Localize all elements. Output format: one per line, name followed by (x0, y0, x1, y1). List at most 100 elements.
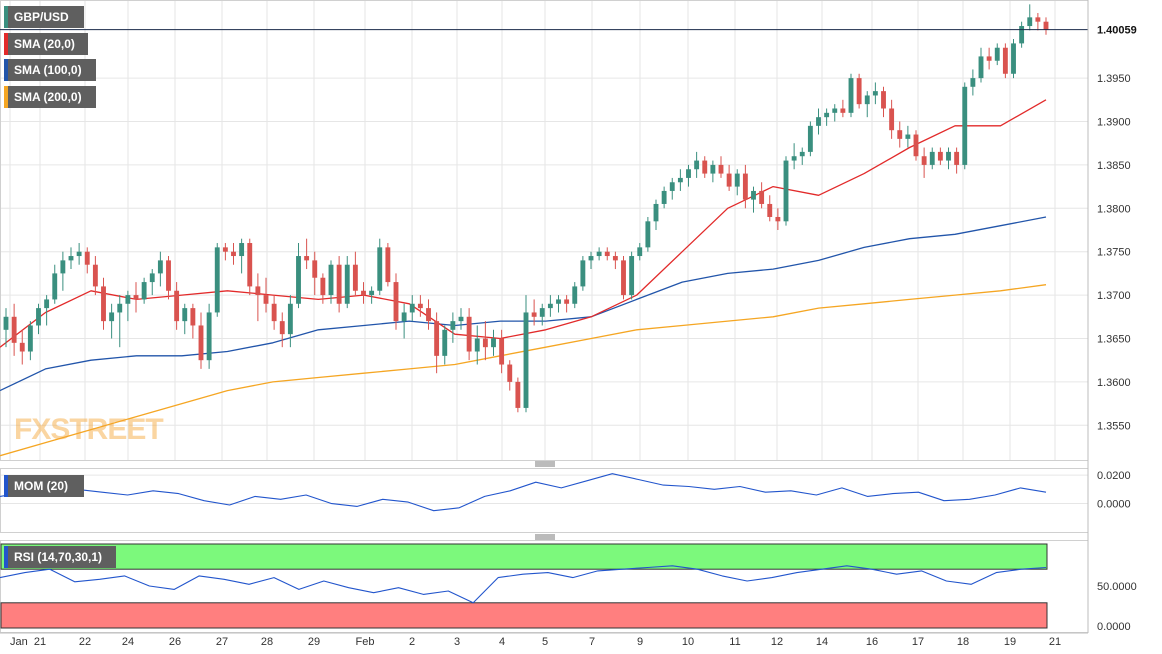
candle-down (840, 108, 846, 113)
candle-up (450, 321, 456, 330)
date-tick-label: 12 (771, 636, 783, 648)
candle-up (296, 256, 301, 304)
candle-up (580, 260, 586, 287)
date-tick-label: 7 (589, 636, 595, 648)
date-tick-label: 28 (261, 636, 273, 648)
candle-up (344, 264, 350, 304)
candle-down (621, 260, 626, 296)
candle-down (466, 316, 472, 352)
mom-label[interactable]: MOM (20) (4, 475, 84, 497)
candle-up (68, 256, 74, 261)
candle-down (507, 364, 513, 382)
candle-up (1027, 17, 1033, 27)
candle-down (1043, 21, 1049, 30)
panel-resize-handle[interactable] (535, 461, 555, 467)
candle-up (848, 78, 854, 113)
candle-up (36, 308, 41, 326)
candle-down (856, 78, 862, 105)
candle-down (986, 56, 992, 61)
candle-down (247, 243, 253, 287)
candle-up (677, 177, 683, 183)
candle-up (60, 260, 66, 274)
candle-up (872, 91, 878, 96)
mom-label-text: MOM (20) (14, 479, 68, 493)
date-tick-label: 9 (637, 636, 643, 648)
candle-up (182, 308, 188, 322)
date-tick-label: 21 (1049, 636, 1061, 648)
candle-up (328, 264, 334, 296)
candle-down (320, 277, 326, 296)
candle-up (832, 108, 838, 113)
date-tick-label: 29 (308, 636, 320, 648)
price-tick-label: 1.3900 (1097, 117, 1131, 129)
candle-down (166, 260, 171, 291)
symbol-label[interactable]: GBP/USD (4, 6, 84, 28)
candle-down (921, 156, 927, 165)
candle-up (661, 190, 667, 204)
candle-down (759, 190, 765, 204)
candle-up (929, 151, 935, 165)
rsi-line (0, 565, 1047, 604)
candle-up (157, 260, 163, 274)
candle-up (807, 125, 813, 152)
candle-up (442, 329, 448, 356)
candle-down (231, 251, 236, 257)
rsi-label[interactable]: RSI (14,70,30,1) (4, 546, 116, 568)
rsi-oversold-zone (0, 602, 1048, 629)
candle-up (864, 95, 870, 105)
date-tick-label: 18 (957, 636, 969, 648)
candle-down (1035, 17, 1041, 22)
candle-up (1011, 43, 1016, 74)
candle-down (133, 295, 139, 300)
rsi-swatch (4, 546, 8, 568)
candle-down (726, 173, 732, 187)
candle-up (214, 247, 220, 313)
mom-swatch (4, 475, 8, 497)
candle-up (27, 325, 33, 352)
candle-up (645, 221, 651, 248)
candle-up (401, 312, 407, 322)
sma200-label[interactable]: SMA (200,0) (4, 86, 96, 108)
date-tick-label: 27 (216, 636, 228, 648)
candle-up (539, 308, 545, 317)
date-tick-label: 5 (542, 636, 548, 648)
candle-down (222, 247, 228, 252)
candle-up (669, 182, 675, 191)
candle-down (881, 91, 886, 109)
date-tick-label: 17 (912, 636, 924, 648)
candle-up (686, 169, 691, 178)
rsi-tick-label: 0.0000 (1097, 621, 1131, 633)
candle-down (564, 299, 570, 304)
candle-down (198, 325, 204, 361)
candle-down (84, 251, 90, 265)
candle-down (767, 203, 773, 217)
candle-up (109, 312, 115, 322)
candle-down (531, 312, 537, 317)
candle-down (304, 256, 310, 261)
candle-up (3, 316, 9, 330)
date-tick-label: Jan (10, 636, 28, 648)
sma100-swatch (4, 59, 8, 81)
candle-up (547, 303, 553, 309)
sma20-label[interactable]: SMA (20,0) (4, 33, 88, 55)
date-tick-label: 22 (79, 636, 91, 648)
candle-up (637, 247, 643, 257)
date-tick-label: 11 (729, 636, 740, 648)
candles[interactable] (3, 4, 1049, 413)
candle-down (385, 247, 391, 283)
candle-up (458, 316, 464, 322)
date-tick-label: 16 (866, 636, 878, 648)
sma20-label-text: SMA (20,0) (14, 37, 75, 51)
sma200-label-text: SMA (200,0) (14, 90, 82, 104)
candle-down (174, 290, 180, 322)
candle-down (190, 308, 196, 326)
candle-down (499, 338, 505, 365)
candle-up (1019, 26, 1025, 44)
panel-resize-handle[interactable] (535, 534, 555, 540)
candle-down (718, 164, 724, 174)
candle-down (255, 286, 261, 296)
panel-separators[interactable] (535, 461, 555, 540)
rsi-overbought-zone (0, 543, 1048, 570)
sma100-label[interactable]: SMA (100,0) (4, 59, 96, 81)
